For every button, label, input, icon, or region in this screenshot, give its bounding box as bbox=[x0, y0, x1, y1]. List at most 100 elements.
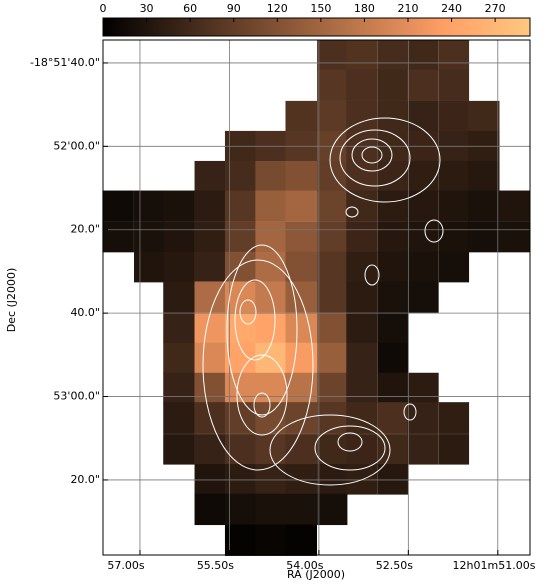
pixel bbox=[255, 493, 287, 526]
pixel bbox=[317, 281, 348, 313]
x-axis-label: RA (J2000) bbox=[287, 568, 345, 581]
pixel bbox=[377, 190, 409, 222]
pixel bbox=[255, 190, 287, 222]
colorbar-tick-label: 150 bbox=[310, 2, 331, 15]
pixel bbox=[346, 434, 378, 465]
contour bbox=[403, 403, 417, 421]
pixel bbox=[346, 372, 378, 404]
pixel bbox=[377, 372, 409, 404]
pixel bbox=[224, 524, 256, 556]
x-tick-label: 54.00s bbox=[286, 559, 323, 572]
pixel bbox=[285, 312, 317, 344]
pixel bbox=[194, 493, 226, 526]
y-tick-label: -18°51'40.0" bbox=[30, 56, 100, 69]
pixel bbox=[407, 372, 439, 404]
pixel bbox=[255, 372, 287, 404]
pixel bbox=[163, 372, 195, 404]
pixel bbox=[224, 312, 256, 344]
plot-frame bbox=[102, 39, 531, 556]
contour bbox=[236, 354, 288, 436]
pixel bbox=[224, 221, 256, 253]
x-tick-label: 55.50s bbox=[197, 559, 234, 572]
colorbar-tick-label: 270 bbox=[485, 2, 506, 15]
pixel bbox=[285, 190, 317, 222]
pixel bbox=[255, 402, 287, 434]
pixel bbox=[346, 221, 378, 253]
colorbar bbox=[102, 17, 531, 37]
pixel bbox=[134, 251, 165, 283]
pixel bbox=[377, 40, 409, 71]
pixel bbox=[377, 160, 409, 192]
pixel bbox=[134, 221, 165, 253]
colorbar-tick-label: 210 bbox=[398, 2, 419, 15]
contour bbox=[239, 299, 257, 325]
pixel bbox=[346, 281, 378, 313]
pixel bbox=[194, 251, 226, 283]
pixel bbox=[407, 69, 439, 101]
pixel bbox=[255, 281, 287, 313]
pixel bbox=[377, 312, 409, 344]
pixel bbox=[224, 251, 256, 283]
pixel bbox=[407, 160, 439, 192]
pixel bbox=[377, 251, 409, 283]
pixel bbox=[317, 40, 348, 71]
pixel bbox=[438, 251, 470, 283]
colorbar-tick-label: 180 bbox=[354, 2, 375, 15]
pixel bbox=[285, 524, 317, 556]
pixel bbox=[498, 190, 531, 222]
pixel bbox=[467, 160, 500, 192]
pixel bbox=[317, 100, 348, 132]
pixel bbox=[224, 434, 256, 465]
contour bbox=[329, 117, 441, 203]
pixel bbox=[346, 160, 378, 192]
pixel bbox=[285, 251, 317, 283]
pixel bbox=[285, 402, 317, 434]
pixel bbox=[407, 434, 439, 465]
pixel bbox=[285, 464, 317, 495]
pixel bbox=[377, 464, 409, 495]
pixel bbox=[407, 221, 439, 253]
pixel bbox=[407, 281, 439, 313]
pixel bbox=[285, 493, 317, 526]
pixel bbox=[163, 221, 195, 253]
pixel bbox=[407, 251, 439, 283]
x-tick-label: 12h01m51.00s bbox=[453, 559, 536, 572]
pixel bbox=[498, 221, 531, 253]
pixel bbox=[377, 342, 409, 374]
pixel bbox=[194, 221, 226, 253]
pixel bbox=[285, 160, 317, 192]
pixel bbox=[438, 160, 470, 192]
pixel bbox=[377, 434, 409, 465]
pixel bbox=[467, 190, 500, 222]
pixel bbox=[407, 402, 439, 434]
y-tick-label: 20.0" bbox=[70, 473, 100, 486]
pixel bbox=[163, 312, 195, 344]
contour bbox=[364, 264, 380, 286]
pixel bbox=[255, 434, 287, 465]
colorbar-tick-label: 60 bbox=[183, 2, 197, 15]
pixel bbox=[163, 251, 195, 283]
pixel bbox=[407, 190, 439, 222]
pixel bbox=[438, 40, 470, 71]
pixel bbox=[194, 312, 226, 344]
pixel bbox=[377, 100, 409, 132]
pixel bbox=[438, 69, 470, 101]
pixel bbox=[438, 100, 470, 132]
contour bbox=[345, 206, 359, 218]
y-tick-label: 52'00.0" bbox=[53, 139, 100, 152]
colorbar-tick-label: 240 bbox=[441, 2, 462, 15]
contour bbox=[234, 279, 276, 361]
contour bbox=[269, 414, 391, 486]
pixel bbox=[255, 251, 287, 283]
pixel bbox=[346, 402, 378, 434]
pixel bbox=[194, 464, 226, 495]
contour bbox=[253, 392, 271, 418]
contour bbox=[424, 219, 444, 243]
pixel bbox=[467, 221, 500, 253]
colorbar-tick-label: 0 bbox=[100, 2, 107, 15]
contour bbox=[339, 129, 411, 187]
contour bbox=[361, 146, 383, 164]
pixel bbox=[285, 100, 317, 132]
pixel bbox=[377, 281, 409, 313]
